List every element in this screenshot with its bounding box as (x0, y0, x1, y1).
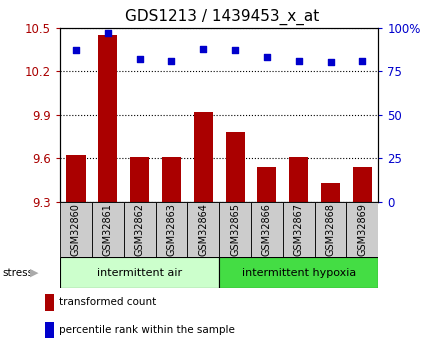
Point (359, 58, 366, 63)
Bar (124, 202, 156, 257)
Text: GSM32869: GSM32869 (357, 203, 367, 256)
Text: GSM32868: GSM32868 (326, 203, 336, 256)
Text: GSM32862: GSM32862 (135, 203, 145, 256)
Bar (66, 155, 85, 202)
Bar (219, 202, 251, 257)
Bar (251, 202, 283, 257)
Bar (60, 257, 219, 288)
Bar (283, 202, 315, 257)
Text: GSM32861: GSM32861 (103, 203, 113, 256)
Bar (353, 167, 372, 202)
Text: GSM32867: GSM32867 (294, 203, 303, 256)
Bar (92, 202, 124, 257)
Text: percentile rank within the sample: percentile rank within the sample (59, 325, 235, 335)
Text: GSM32865: GSM32865 (230, 203, 240, 256)
Text: GSM32860: GSM32860 (71, 203, 81, 256)
Bar (130, 157, 149, 202)
Text: GSM32863: GSM32863 (166, 203, 176, 256)
Bar (162, 157, 181, 202)
Bar (347, 202, 378, 257)
Point (327, 60, 334, 65)
Point (168, 58, 175, 63)
Text: intermittent air: intermittent air (97, 268, 182, 277)
Point (136, 56, 143, 62)
Bar (219, 257, 378, 288)
Bar (98, 35, 117, 202)
Text: GDS1213 / 1439453_x_at: GDS1213 / 1439453_x_at (125, 9, 320, 25)
Point (231, 48, 239, 53)
Bar (289, 157, 308, 202)
Point (200, 46, 207, 51)
Bar (156, 202, 187, 257)
Bar (226, 132, 245, 202)
Bar (187, 202, 219, 257)
Point (73, 48, 80, 53)
Bar (321, 183, 340, 202)
Bar (60, 202, 92, 257)
Text: GSM32864: GSM32864 (198, 203, 208, 256)
Point (263, 55, 271, 60)
Point (104, 30, 111, 36)
Text: ▶: ▶ (30, 268, 39, 277)
Point (295, 58, 302, 63)
Bar (315, 202, 347, 257)
Bar (194, 112, 213, 202)
Text: intermittent hypoxia: intermittent hypoxia (242, 268, 356, 277)
Text: GSM32866: GSM32866 (262, 203, 272, 256)
Text: stress: stress (2, 268, 33, 277)
Bar (257, 167, 276, 202)
Text: transformed count: transformed count (59, 297, 157, 307)
